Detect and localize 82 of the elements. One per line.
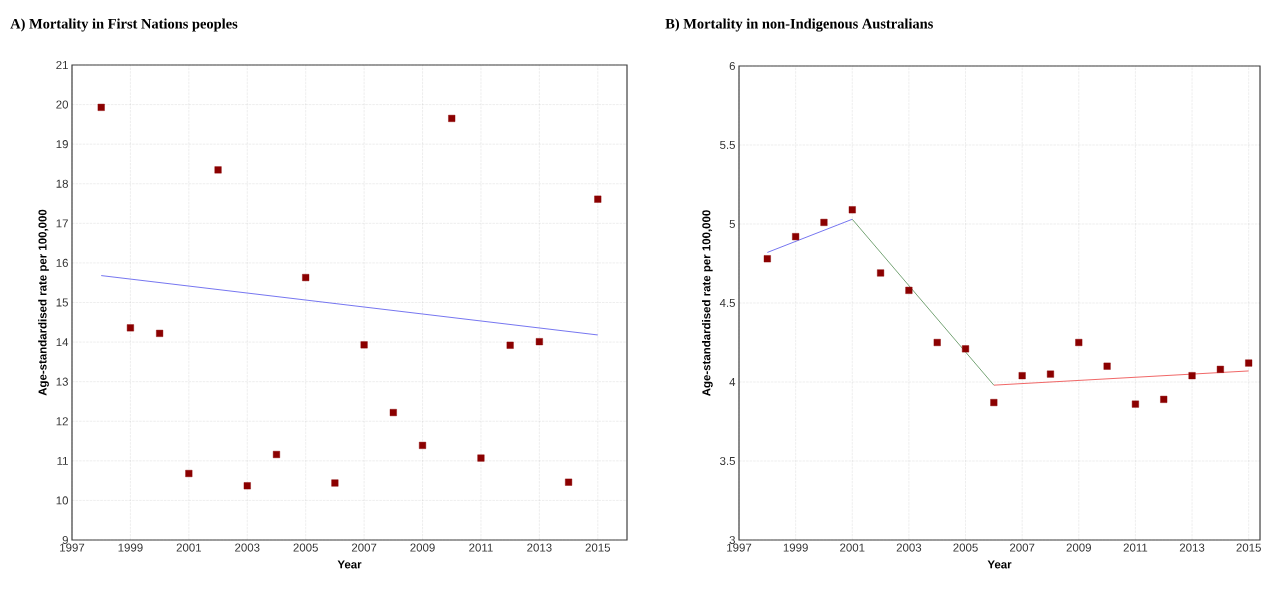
point <box>763 255 771 263</box>
x-tick-label: 2015 <box>1236 543 1261 552</box>
point <box>360 341 368 349</box>
y-tick-label: 3.5 <box>720 456 736 466</box>
y-tick-label: 5.5 <box>720 141 736 149</box>
y-tick-label: 11 <box>57 456 68 465</box>
point <box>1018 372 1026 380</box>
x-tick-label: 2007 <box>1010 543 1035 552</box>
x-tick-label: 2007 <box>351 543 377 552</box>
y-axis-title: Age-standardised rate per 100,000 <box>702 210 713 397</box>
point <box>477 454 485 462</box>
point <box>185 470 193 477</box>
y-tick-label: 5 <box>729 220 736 228</box>
chart-title: A) Mortality in First Nations peoples <box>10 18 238 32</box>
y-tick-label: 20 <box>56 100 69 109</box>
point <box>1160 395 1168 403</box>
x-axis-title: Year <box>987 560 1012 569</box>
point <box>389 409 397 417</box>
point <box>1046 370 1054 378</box>
x-tick-label: 2011 <box>469 543 493 552</box>
x-tick-label: 1999 <box>118 543 143 552</box>
point <box>565 478 573 486</box>
y-tick-label: 4.5 <box>719 299 736 307</box>
point <box>962 345 970 353</box>
point <box>1075 339 1083 346</box>
point <box>933 339 941 346</box>
point <box>792 233 800 241</box>
y-tick-label: 16 <box>56 258 68 267</box>
point <box>1216 365 1224 373</box>
chart-title: B) Mortality in non-Indigenous Australians <box>665 18 933 32</box>
x-tick-label: 2015 <box>585 543 611 552</box>
y-tick-label: 18 <box>56 179 68 188</box>
y-tick-label: 10 <box>56 496 69 505</box>
x-tick-label: 1997 <box>60 543 85 552</box>
point <box>535 338 543 346</box>
point <box>272 451 280 458</box>
point <box>594 195 602 203</box>
point <box>302 274 310 282</box>
x-tick-label: 2001 <box>176 543 202 552</box>
x-tick-label: 2011 <box>1123 543 1148 552</box>
point <box>506 341 514 349</box>
y-tick-label: 21 <box>56 60 68 69</box>
point <box>419 441 427 449</box>
x-tick-label: 1999 <box>783 543 808 552</box>
x-tick-label: 2001 <box>840 543 865 552</box>
point <box>448 114 456 122</box>
point <box>126 324 134 332</box>
point <box>905 286 913 294</box>
x-tick-label: 2005 <box>293 543 318 552</box>
point <box>1245 359 1253 367</box>
point <box>1188 372 1196 380</box>
x-tick-label: 2013 <box>527 543 552 552</box>
y-tick-label: 9 <box>62 535 68 545</box>
y-tick-label: 12 <box>56 417 68 426</box>
x-tick-label: 2009 <box>1066 543 1091 552</box>
x-tick-label: 2003 <box>235 543 260 552</box>
y-axis-title: Age-standardised rate per 100,000 <box>38 209 49 396</box>
y-tick-label: 6 <box>729 61 735 71</box>
x-tick-label: 2009 <box>410 543 435 552</box>
y-tick-label: 14 <box>56 338 69 347</box>
y-tick-label: 19 <box>56 140 68 149</box>
x-tick-label: 2013 <box>1179 543 1205 552</box>
point <box>820 218 828 226</box>
point <box>243 482 251 490</box>
y-tick-label: 4 <box>729 378 736 386</box>
y-tick-label: 15 <box>56 298 68 307</box>
y-tick-label: 13 <box>56 377 68 386</box>
point <box>214 166 222 174</box>
x-tick-label: 2003 <box>896 543 922 552</box>
x-axis-title: Year <box>337 560 362 569</box>
point <box>1103 362 1111 370</box>
x-tick-label: 1997 <box>727 543 752 552</box>
point <box>848 206 856 214</box>
point <box>331 479 339 487</box>
point <box>156 329 164 337</box>
point <box>877 269 885 277</box>
y-tick-label: 17 <box>56 219 68 228</box>
point <box>990 399 998 407</box>
x-tick-label: 2005 <box>953 543 978 552</box>
y-tick-label: 3 <box>729 535 735 545</box>
point <box>97 103 105 111</box>
point <box>1131 400 1139 408</box>
